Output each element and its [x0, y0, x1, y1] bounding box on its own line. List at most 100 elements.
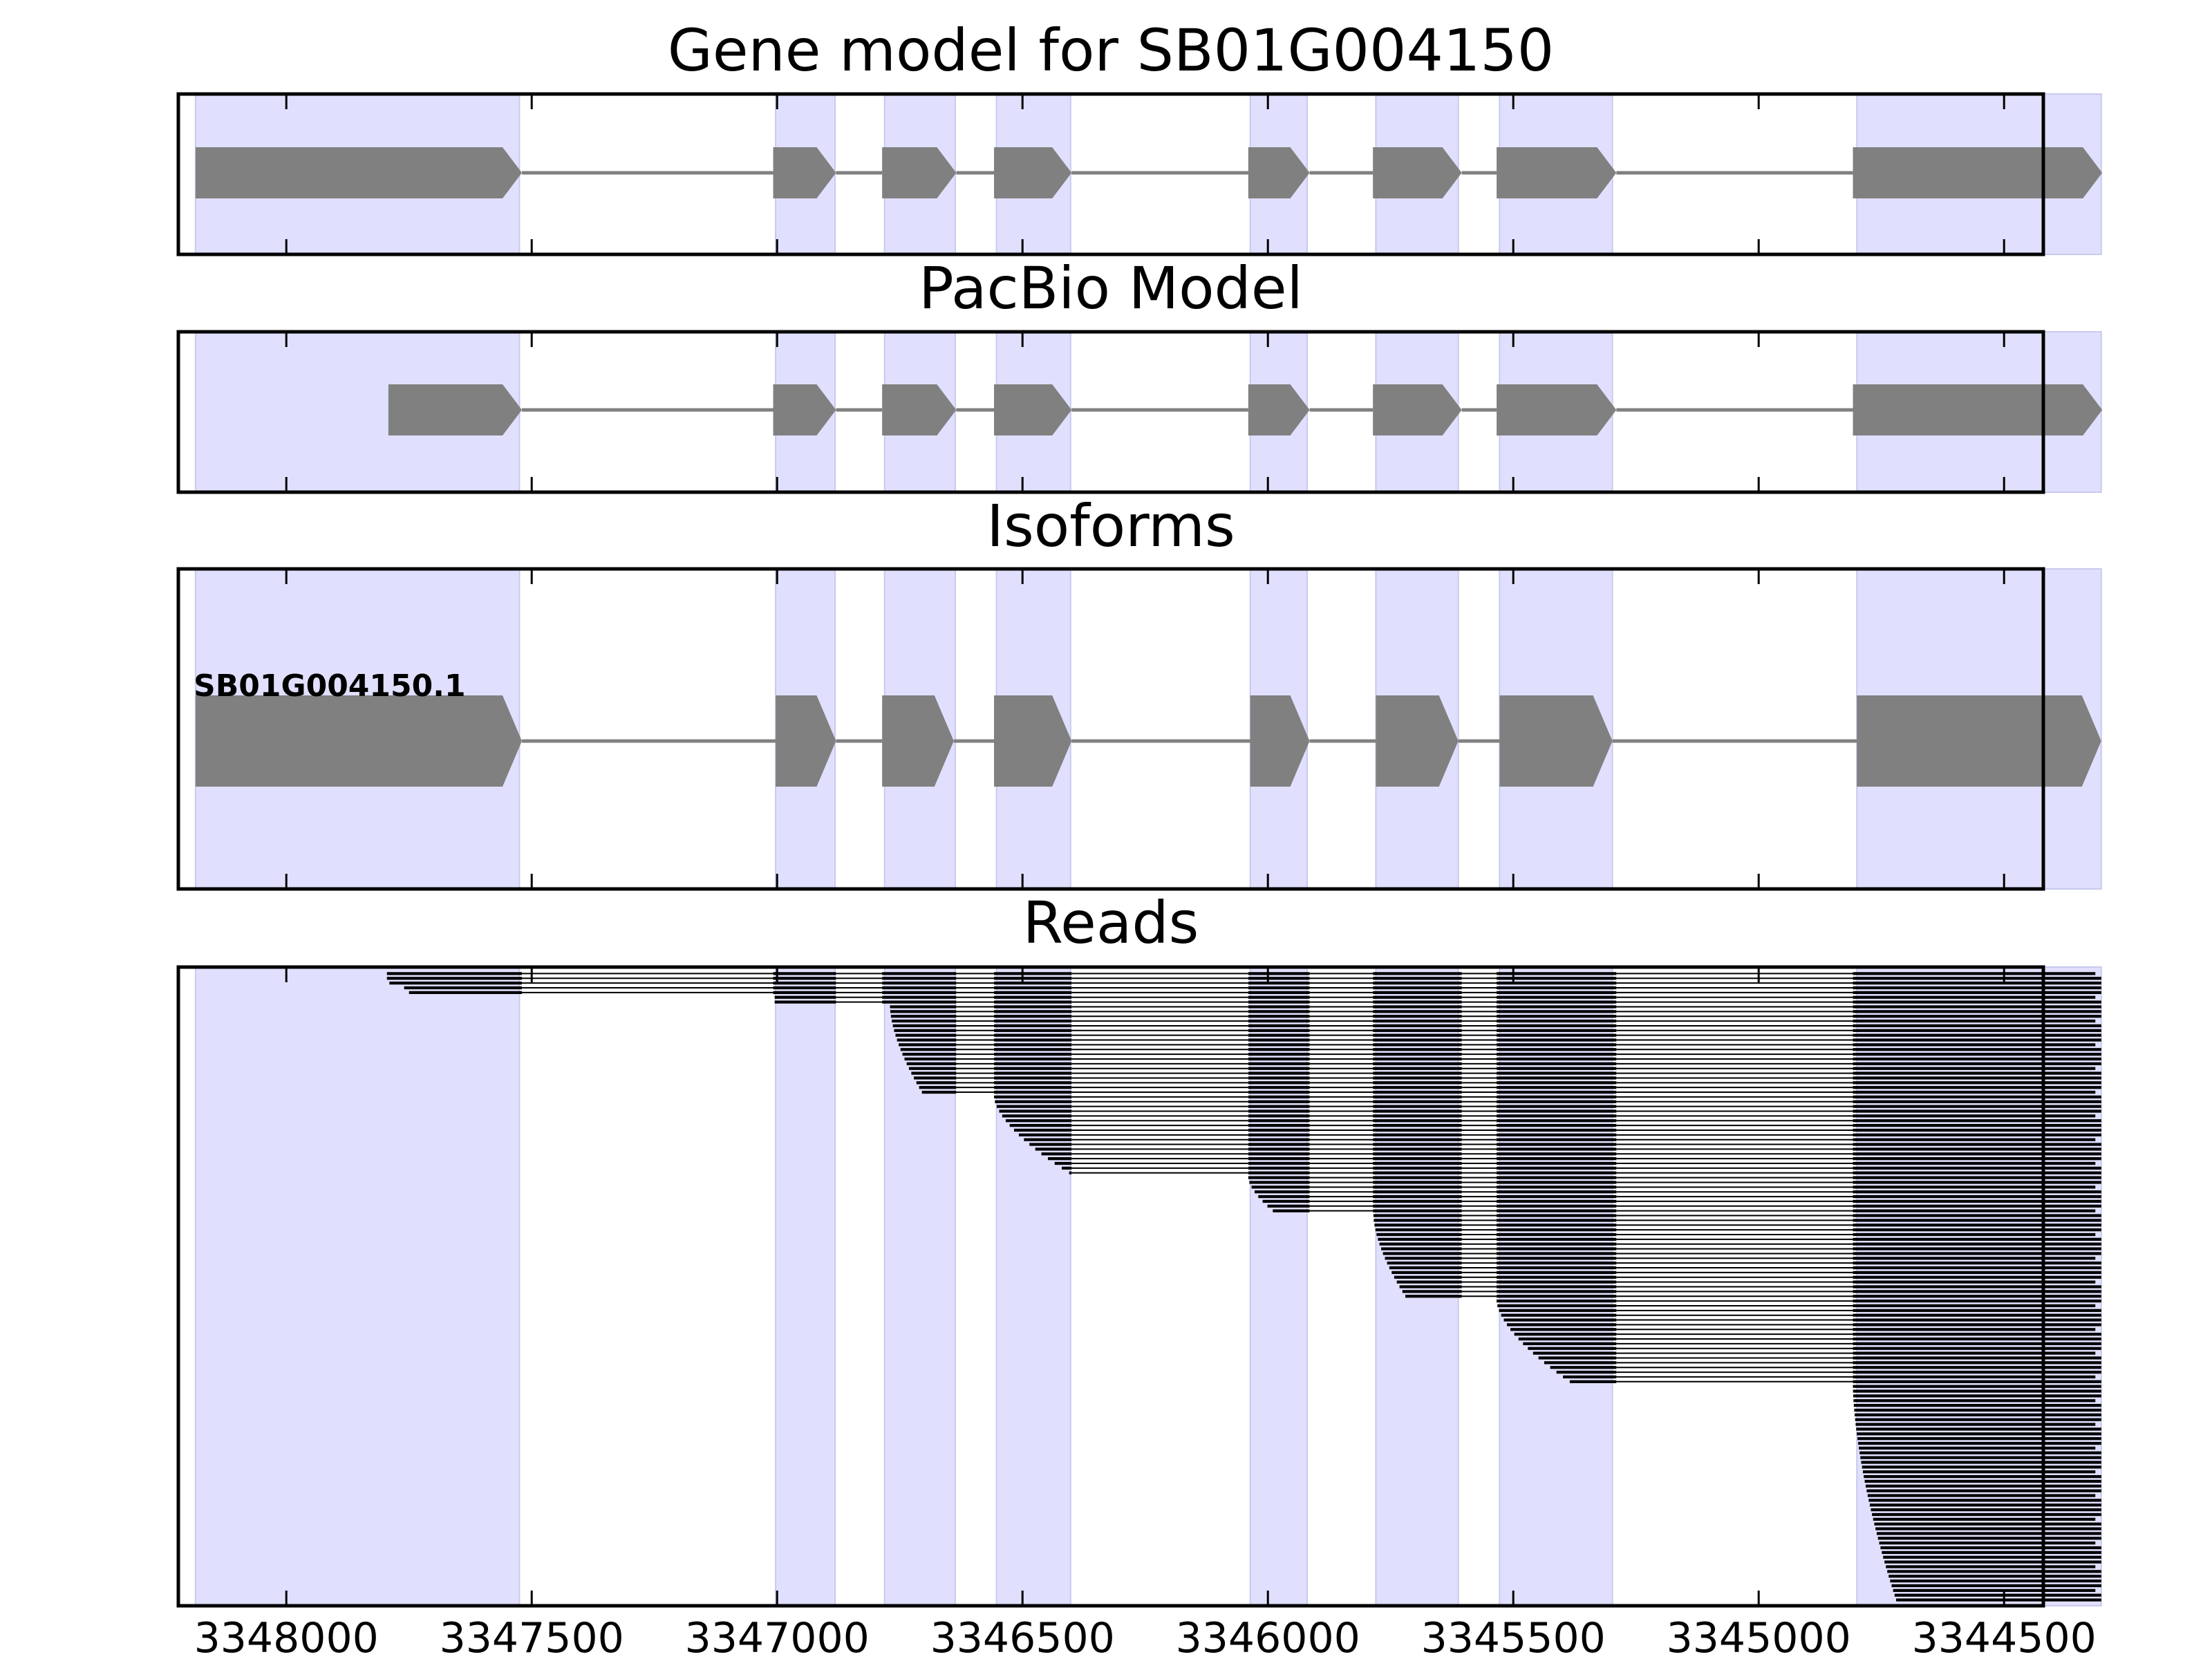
read-segment: [1405, 1295, 1462, 1298]
read-segment: [1373, 1038, 1462, 1042]
read-segment: [1497, 1024, 1617, 1028]
read-segment: [1248, 1152, 1310, 1156]
read-segment: [1497, 1252, 1617, 1255]
read-segment: [1514, 1333, 1617, 1336]
read-segment: [1528, 1347, 1617, 1350]
read-segment: [1024, 1138, 1072, 1141]
read-segment: [1550, 1366, 1617, 1369]
read-segment: [1853, 1366, 2101, 1369]
read-segment: [1853, 1114, 2096, 1118]
read-segment: [890, 1015, 957, 1018]
read-segment: [1556, 1370, 1617, 1374]
read-segment: [1251, 1185, 1310, 1189]
read-segment: [1497, 1161, 1617, 1165]
read-segment: [1882, 1550, 2101, 1555]
read-segment: [994, 1067, 1072, 1070]
read-segment: [1853, 1010, 2101, 1013]
read-segment: [1855, 1413, 2101, 1416]
read-segment: [1248, 1090, 1310, 1094]
read-segment: [1497, 1010, 1617, 1013]
read-segment: [1248, 1128, 1310, 1132]
read-segment: [1497, 972, 1617, 975]
exon-block: [1248, 384, 1310, 435]
read-segment: [1853, 1266, 2101, 1270]
read-segment: [1497, 982, 1617, 985]
read-segment: [1864, 1479, 2101, 1483]
read-segment: [1497, 1228, 1617, 1232]
read-segment: [1853, 1370, 2101, 1374]
read-segment: [897, 1038, 957, 1042]
exon-block: [1499, 695, 1613, 787]
read-segment: [1248, 986, 1310, 990]
panel-frame: [176, 92, 2045, 256]
read-segment: [1497, 977, 1617, 980]
read-segment: [1248, 982, 1310, 985]
read-segment: [1864, 1474, 2101, 1479]
read-segment: [1382, 1252, 1462, 1255]
read-segment: [1497, 1048, 1617, 1051]
read-segment: [1373, 1086, 1462, 1089]
read-segment: [1853, 1119, 2101, 1123]
read-segment: [1853, 991, 2101, 995]
read-segment: [1859, 1451, 2101, 1454]
read-segment: [1373, 1123, 1462, 1127]
read-segment: [1853, 995, 2096, 999]
read-segment: [1029, 1143, 1072, 1146]
read-segment: [1497, 1000, 1617, 1004]
read-segment: [1373, 1194, 1462, 1199]
read-segment: [1853, 1219, 2101, 1222]
read-segment: [1497, 1304, 1617, 1308]
exon-block: [994, 384, 1072, 435]
read-alignments: [386, 972, 2101, 1602]
read-segment: [1853, 1389, 2101, 1393]
read-segment: [1853, 1038, 2101, 1042]
read-segment: [1373, 1071, 1462, 1075]
read-segment: [882, 982, 957, 985]
read-segment: [1853, 1347, 2101, 1350]
read-segment: [1497, 1062, 1617, 1065]
read-segment: [1853, 1086, 2101, 1089]
read-segment: [1041, 1152, 1072, 1156]
read-segment: [1054, 1161, 1072, 1165]
read-segment: [1248, 1029, 1310, 1032]
read-segment: [1497, 1295, 1617, 1298]
exon-block: [776, 695, 836, 787]
read-segment: [1248, 1038, 1310, 1042]
read-segment: [1497, 1086, 1617, 1089]
read-segment: [1013, 1128, 1072, 1132]
read-segment: [1497, 1109, 1617, 1113]
read-segment: [1861, 1461, 2101, 1464]
read-segment: [890, 1010, 957, 1013]
read-segment: [1853, 1005, 2101, 1009]
read-segment: [999, 1109, 1072, 1113]
read-segment: [1497, 1076, 1617, 1080]
read-segment: [1877, 1537, 2101, 1540]
read-segment: [1394, 1275, 1462, 1279]
read-segment: [1853, 1048, 2101, 1051]
read-segment: [1503, 1318, 1617, 1322]
read-segment: [1853, 1313, 2101, 1317]
read-segment: [1497, 1090, 1617, 1094]
read-segment: [386, 977, 522, 980]
exon-block: [882, 384, 957, 435]
read-segment: [994, 1095, 1072, 1099]
read-segment: [1249, 1181, 1310, 1184]
read-segment: [389, 982, 522, 985]
read-segment: [994, 1029, 1072, 1032]
read-segment: [1273, 1209, 1310, 1212]
read-segment: [1853, 1157, 2101, 1161]
read-segment: [1248, 1033, 1310, 1037]
read-segment: [1872, 1512, 2101, 1517]
read-segment: [1853, 1394, 2101, 1398]
read-segment: [1248, 1105, 1310, 1108]
panel-frame: [176, 567, 2045, 891]
read-segment: [1381, 1247, 1462, 1250]
read-segment: [1497, 1290, 1617, 1293]
read-segment: [1497, 1194, 1617, 1199]
read-segment: [1248, 1095, 1310, 1099]
read-segment: [1009, 1123, 1072, 1127]
read-segment: [1510, 1328, 1617, 1331]
read-segment: [1387, 1262, 1462, 1265]
x-tick-label: 3344500: [1912, 1614, 2097, 1659]
